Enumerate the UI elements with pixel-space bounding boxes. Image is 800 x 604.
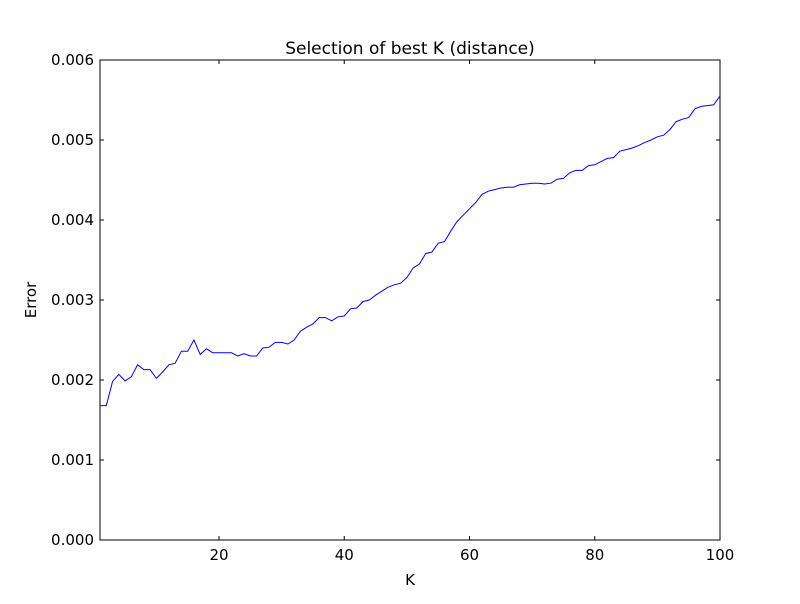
y-axis-label: Error: [22, 281, 40, 318]
y-tick-label: 0.002: [51, 371, 94, 389]
x-tick-label: 100: [706, 546, 735, 564]
x-tick-label: 40: [335, 546, 354, 564]
y-tick-label: 0.005: [51, 131, 94, 149]
y-tick-label: 0.004: [51, 211, 94, 229]
plot-area: [99, 59, 721, 541]
x-tick-label: 20: [209, 546, 228, 564]
y-tick-label: 0.000: [51, 531, 94, 549]
axis-tick-labels: 20 40 60 80 100 0.000 0.001 0.002 0.003 0.004 0.00…: [51, 51, 734, 564]
y-tick-label: 0.001: [51, 451, 94, 469]
y-tick-label: 0.006: [51, 51, 94, 69]
x-axis-label: K: [405, 571, 416, 589]
series-line: [100, 95, 721, 407]
x-tick-label: 80: [585, 546, 604, 564]
y-tick-label: 0.003: [51, 291, 94, 309]
x-tick-label: 60: [460, 546, 479, 564]
axis-ticks: [100, 59, 721, 541]
chart-title: Selection of best K (distance): [285, 39, 535, 59]
